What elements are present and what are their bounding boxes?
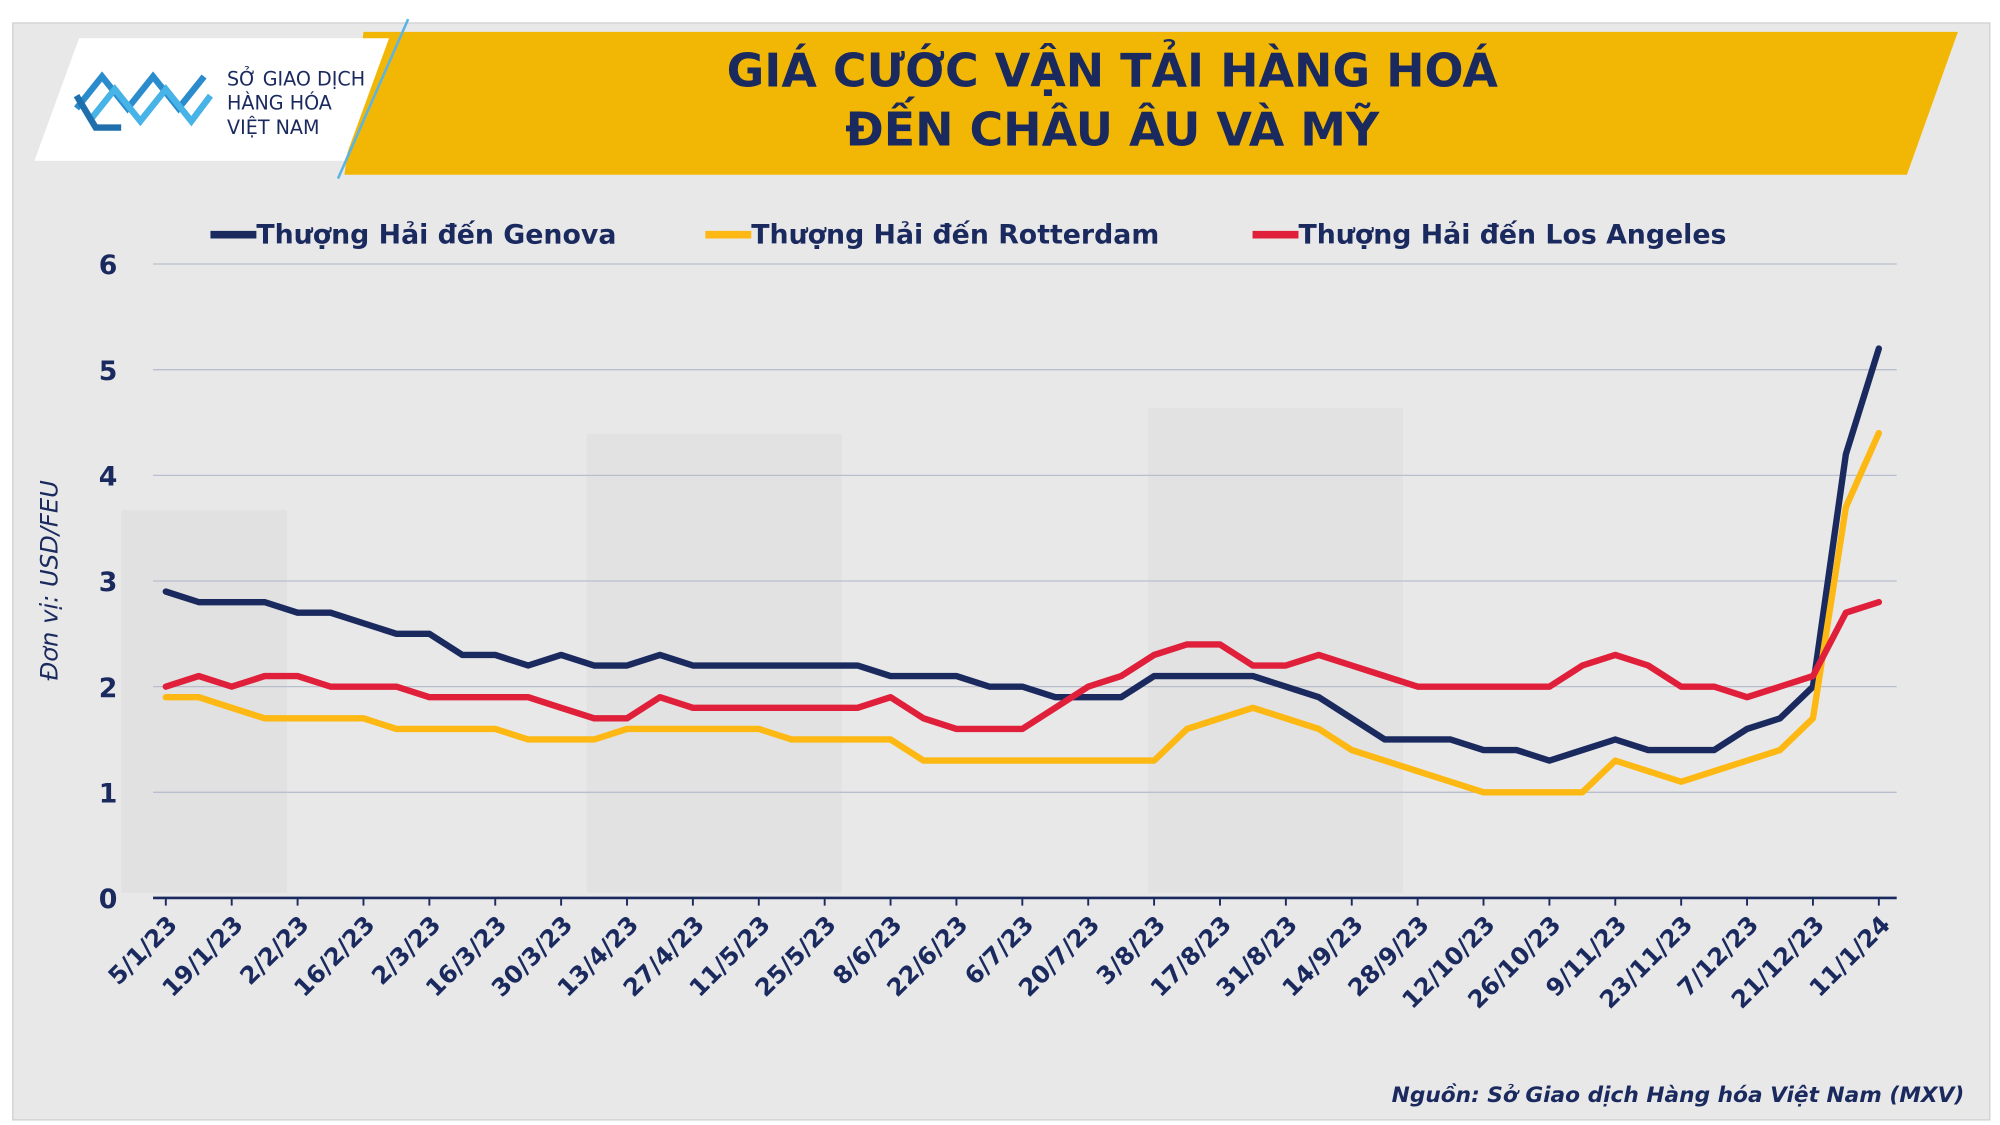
logo-box — [34, 38, 390, 161]
y-tick-label: 2 — [99, 673, 118, 704]
series-line — [162, 345, 1883, 764]
source: Nguồn: Sở Giao dịch Hàng hóa Việt Nam (M… — [1392, 1083, 1965, 1108]
logo-accent — [336, 18, 410, 180]
chart-title: ĐẾN CHÂU ÂU VÀ MỸ — [845, 96, 1380, 156]
legend-label: Thượng Hải đến Genova — [256, 220, 616, 251]
y-tick-label: 5 — [99, 356, 118, 387]
title-banner — [344, 31, 1958, 175]
logo-text: VIỆT NAM — [227, 116, 319, 139]
series-line — [162, 598, 1883, 733]
legend-label: Thượng Hải đến Rotterdam — [751, 220, 1159, 251]
series-line — [162, 429, 1883, 796]
y-tick-label: 4 — [99, 462, 118, 493]
logo-text: SỞ GIAO DỊCH — [227, 65, 365, 90]
y-tick-label: 6 — [99, 250, 118, 281]
legend-label: Thượng Hải đến Los Angeles — [1298, 220, 1726, 251]
logo-icon — [73, 71, 214, 131]
y-axis-label: Đơn vị: USD/FEU — [35, 480, 63, 681]
logo-text: HÀNG HÓA — [227, 91, 332, 115]
y-tick-label: 0 — [99, 884, 118, 915]
y-tick-label: 3 — [99, 567, 118, 598]
bg-deco — [1147, 408, 1404, 893]
y-tick-label: 1 — [99, 779, 118, 810]
chart-title: GIÁ CƯỚC VẬN TẢI HÀNG HOÁ — [727, 39, 1499, 98]
background — [12, 22, 1991, 1121]
